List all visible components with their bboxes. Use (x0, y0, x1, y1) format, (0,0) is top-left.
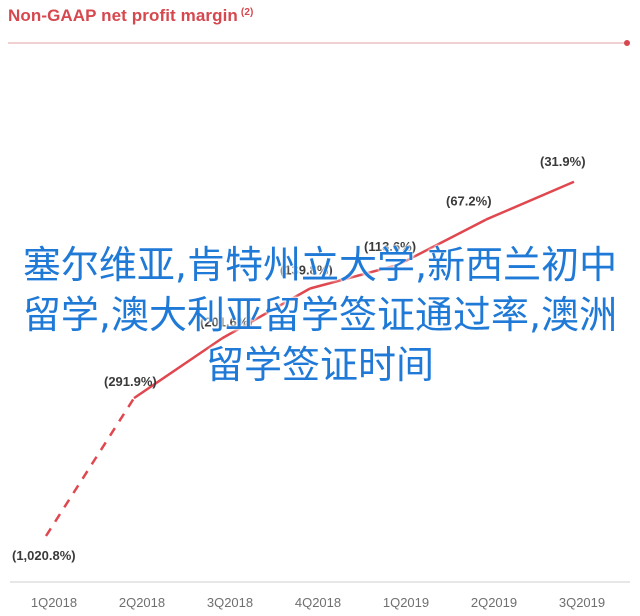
overlay-text: 塞尔维亚,肯特州立大学,新西兰初中留学,澳大利亚留学签证通过率,澳洲留学签证时间 (22, 243, 618, 387)
series-line-segment (397, 218, 487, 267)
series-line-segment (309, 263, 399, 290)
series-line-segment (44, 397, 136, 537)
data-label: (1,020.8%) (12, 548, 76, 563)
series-line-segment (221, 287, 311, 340)
data-label: (31.9%) (540, 154, 586, 169)
chart-title-text: Non-GAAP net profit margin (8, 6, 238, 25)
title-rule-end (624, 40, 630, 46)
x-tick-label: 3Q2018 (207, 595, 253, 610)
x-tick-label: 4Q2018 (295, 595, 341, 610)
data-label: (67.2%) (446, 194, 492, 209)
chart-title-note: (2) (240, 7, 254, 18)
data-label: (291.9%) (104, 374, 157, 389)
x-tick-label: 2Q2018 (119, 595, 165, 610)
data-label: (139.8%) (280, 262, 333, 277)
x-tick-label: 2Q2019 (471, 595, 517, 610)
data-label: (201.6%) (200, 314, 253, 329)
x-tick-label: 1Q2018 (31, 595, 77, 610)
x-tick-label: 1Q2019 (383, 595, 429, 610)
series-line-segment (133, 337, 223, 400)
x-tick-label: 3Q2019 (559, 595, 605, 610)
series-line-segment (485, 180, 575, 221)
data-label: (113.6%) (364, 239, 416, 254)
chart-title: Non-GAAP net profit margin (2) (8, 6, 253, 26)
